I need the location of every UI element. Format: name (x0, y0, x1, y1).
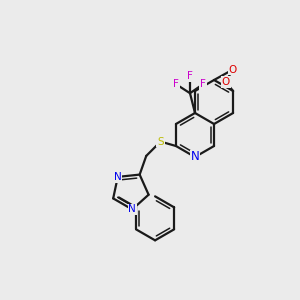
Text: O: O (221, 77, 230, 87)
Text: F: F (187, 71, 193, 81)
Text: N: N (190, 151, 200, 164)
Text: N: N (114, 172, 122, 182)
Text: F: F (173, 79, 179, 89)
Text: S: S (157, 136, 164, 147)
Text: O: O (229, 64, 237, 75)
Text: N: N (128, 204, 136, 214)
Text: F: F (200, 79, 206, 89)
